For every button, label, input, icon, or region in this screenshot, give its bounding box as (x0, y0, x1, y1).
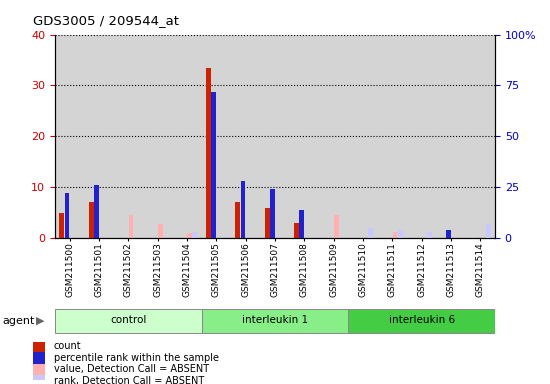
Bar (299, 210, 304, 238)
Bar (158, 224, 163, 238)
Bar (89, 202, 94, 238)
Text: interleukin 6: interleukin 6 (389, 315, 455, 325)
Bar (129, 215, 134, 238)
Text: percentile rank within the sample: percentile rank within the sample (54, 353, 219, 363)
Text: value, Detection Call = ABSENT: value, Detection Call = ABSENT (54, 364, 209, 374)
Bar (33, 341, 45, 352)
Bar (187, 233, 192, 238)
Bar (486, 224, 491, 238)
Bar (33, 352, 45, 364)
Text: count: count (54, 341, 81, 351)
Bar (59, 213, 64, 238)
Bar (294, 223, 299, 238)
Bar (94, 185, 99, 238)
Bar (33, 375, 45, 384)
Bar (235, 202, 240, 238)
Bar (265, 207, 270, 238)
Bar (334, 215, 339, 238)
Text: interleukin 1: interleukin 1 (242, 315, 308, 325)
Bar (398, 230, 403, 238)
Text: ▶: ▶ (36, 316, 44, 326)
Text: GDS3005 / 209544_at: GDS3005 / 209544_at (33, 14, 179, 27)
Bar (202, 309, 348, 333)
Bar (211, 91, 216, 238)
Bar (64, 193, 69, 238)
Text: control: control (110, 315, 146, 325)
Bar (446, 230, 451, 238)
Bar (206, 68, 211, 238)
Bar (55, 309, 202, 333)
Bar (33, 364, 45, 375)
Bar (192, 232, 197, 238)
Text: rank, Detection Call = ABSENT: rank, Detection Call = ABSENT (54, 376, 204, 384)
Text: agent: agent (3, 316, 35, 326)
Bar (427, 232, 432, 238)
Bar (270, 189, 275, 238)
Bar (393, 232, 398, 238)
Bar (348, 309, 495, 333)
Bar (240, 181, 245, 238)
Bar (368, 228, 373, 238)
